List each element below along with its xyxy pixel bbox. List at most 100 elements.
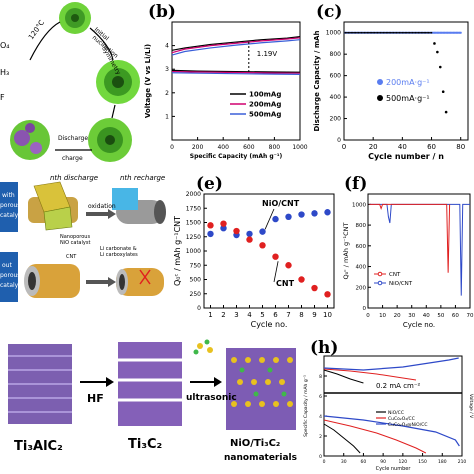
data-point — [272, 253, 279, 260]
data-point — [354, 31, 357, 34]
data-point — [346, 31, 348, 34]
panel-e-letter: (e) — [196, 174, 223, 194]
nanomaterials-label: nanomaterials — [224, 453, 297, 463]
data-point — [220, 220, 227, 227]
data-point — [394, 31, 396, 34]
voltage-gap-label: 1.19V — [257, 50, 278, 58]
data-point — [433, 42, 436, 45]
y-tick-label: 200 — [356, 285, 367, 291]
data-point — [414, 31, 417, 34]
x-tick-label: 400 — [217, 144, 229, 151]
legend-label: NiO/CC — [388, 410, 404, 416]
y-tick-label: 1000 — [326, 30, 341, 37]
panel-f-letter: (f) — [344, 174, 368, 194]
data-point — [285, 262, 292, 269]
data-point — [378, 31, 380, 34]
series-charge-line — [171, 36, 301, 51]
y-axis-label: Discharge Capacity / mAh — [313, 30, 321, 131]
data-point — [405, 31, 408, 34]
data-point — [408, 31, 411, 34]
cylinder-recharge-bottom — [116, 268, 164, 296]
x-tick-label: 2 — [221, 311, 225, 319]
flower-cluster-left — [10, 120, 50, 160]
data-point — [370, 31, 373, 34]
panel-h: (h) 0 30 60 90 120 150 180 210 0 2 4 6 8 0.2 mA cm⁻² N… — [300, 336, 474, 474]
data-point — [357, 31, 360, 34]
y-axis-label: Voltage (V vs Li/Li) — [144, 44, 152, 118]
x-tick-label: 40 — [423, 313, 430, 319]
nio-ti3c2-structure — [226, 348, 296, 430]
data-point — [344, 31, 347, 34]
data-point — [246, 236, 253, 243]
x-tick-label: 10 — [379, 313, 386, 319]
panel-c-letter: (c) — [316, 2, 343, 22]
y-tick-label: 800 — [330, 51, 342, 58]
li-carbonate-1: Li carbonate & — [100, 246, 137, 252]
without-catalyst-tab — [0, 252, 18, 302]
data-point — [233, 227, 240, 235]
data-point — [207, 222, 214, 229]
data-point — [362, 31, 364, 34]
x-tick-label: 50 — [437, 313, 444, 319]
series-line — [323, 423, 361, 454]
y-tick-label: 500 — [190, 277, 202, 284]
arrow-initial — [29, 21, 61, 61]
y-axis-label-right: Voltage / V — [468, 394, 474, 419]
x-axis-label: Cycle no. — [403, 321, 435, 329]
data-point — [311, 210, 318, 217]
data-point — [430, 31, 433, 34]
panel-c-chart: 0 20 40 60 8002004006008001000200mA·g⁻¹500mA… — [313, 21, 469, 161]
series-charge-line — [171, 39, 301, 56]
panel-a-schematic: 120°C Initial nucleation Symmetry Discha… — [0, 0, 140, 170]
discharge-label-2: charge — [62, 155, 83, 162]
data-point — [416, 31, 418, 34]
x-tick-label: 10 — [323, 311, 332, 319]
panel-d-schematic: with porous catalyst out porous catalyst… — [0, 172, 170, 312]
x-tick-label: 210 — [458, 459, 467, 465]
legend-label: NiO/CNT — [389, 281, 413, 287]
y-tick-label: 4 — [319, 414, 322, 420]
data-point — [397, 31, 399, 34]
left-label-2: H₃ — [0, 68, 9, 77]
series-line — [323, 419, 427, 454]
data-point — [421, 31, 424, 34]
panel-g-schematic: Ti₃AlC₂ HF Ti₃C₂ ultrasonic NiO/Ti₃C₂ na… — [0, 336, 300, 474]
ti3alc2-structure — [8, 344, 72, 424]
series-charge-line — [171, 37, 301, 54]
data-point — [359, 31, 361, 34]
data-point — [259, 242, 266, 249]
data-point — [403, 31, 405, 34]
x-tick-label: 200 — [192, 144, 204, 151]
legend-label: 500mAg — [249, 111, 281, 119]
y-tick-label: 4 — [165, 43, 169, 50]
x-tick-label: 60 — [452, 313, 459, 319]
x-axis-label: Specific Capacity (mAh g⁻¹) — [190, 153, 283, 160]
y-tick-label: 1000 — [352, 202, 366, 208]
legend-label: 200mA·g⁻¹ — [386, 78, 430, 87]
series-label-nio-cnt: NiO/CNT — [262, 199, 300, 208]
without-label-2: porous — [0, 272, 20, 279]
without-label-3: catalyst — [0, 282, 24, 289]
li-carbonate-2: Li carboxylates — [100, 252, 138, 258]
plot-frame — [323, 355, 463, 457]
x-tick-label: 0 — [170, 144, 174, 151]
y-tick-label: 750 — [190, 262, 202, 269]
legend-label: CuCo₂O₄@NiO/CC — [388, 422, 428, 428]
x-tick-label: 5 — [260, 311, 264, 319]
series-line — [369, 203, 470, 296]
data-point — [379, 31, 382, 34]
discharge-label: Discharge — [58, 135, 88, 142]
data-point — [423, 31, 426, 34]
data-point — [365, 31, 367, 34]
data-point — [411, 31, 414, 34]
data-point — [388, 31, 391, 34]
y-tick-label: 250 — [190, 291, 202, 298]
data-point — [311, 284, 318, 292]
data-point — [426, 31, 428, 34]
data-point — [285, 213, 292, 220]
panel-f-chart: 0 10 20 30 40 50 60 70 0 200 400 600 800 1000 CNT NiO/C… — [342, 193, 474, 329]
x-tick-label: 120 — [399, 459, 408, 465]
x-tick-label: 80 — [456, 143, 465, 151]
arrow-symmetry — [89, 27, 114, 61]
data-point — [444, 110, 448, 114]
